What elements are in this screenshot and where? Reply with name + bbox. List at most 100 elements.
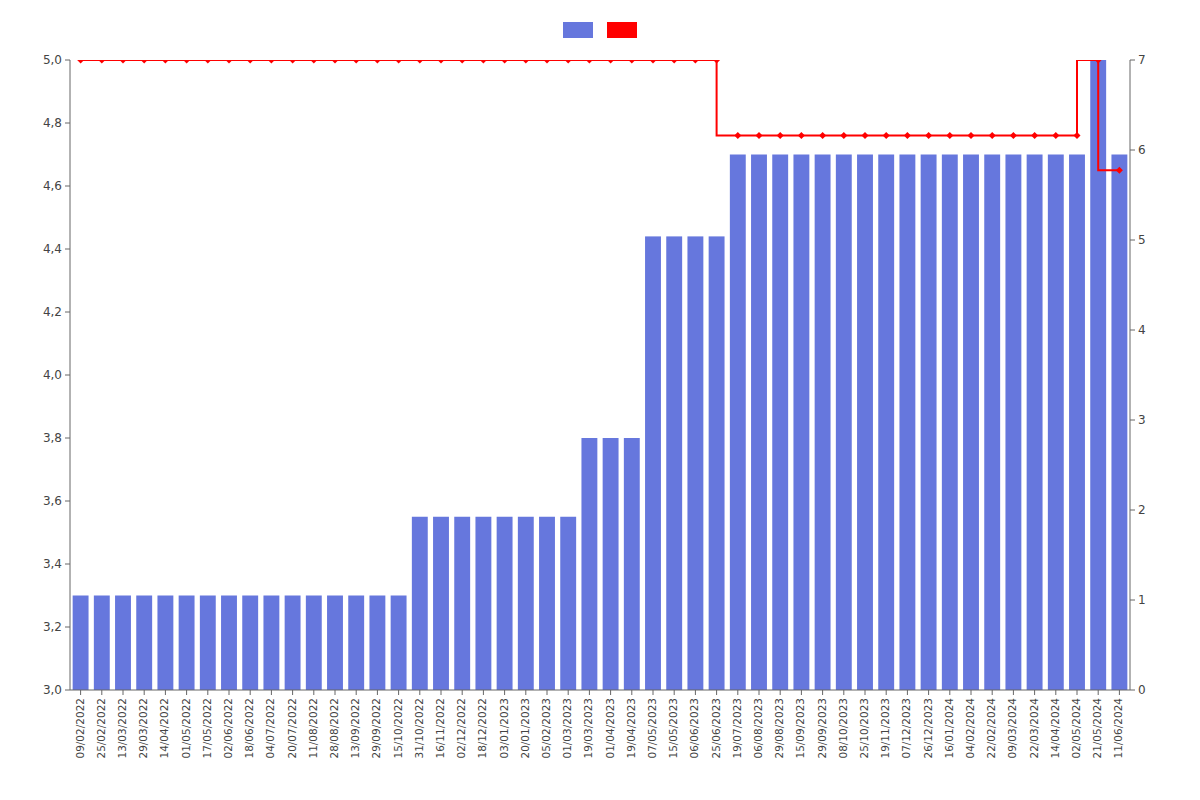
y-tick xyxy=(65,690,70,691)
x-tick-label: 02/12/2022 xyxy=(455,698,467,759)
x-tick xyxy=(886,690,887,695)
y2-axis-line xyxy=(1130,60,1131,690)
y-tick-label: 4,6 xyxy=(43,179,62,193)
x-tick-label: 31/10/2022 xyxy=(413,698,425,759)
x-tick-label: 15/09/2023 xyxy=(794,698,806,759)
x-tick-label: 14/04/2024 xyxy=(1049,698,1061,759)
bar xyxy=(751,155,767,691)
plot-area xyxy=(73,60,1128,690)
x-tick xyxy=(992,690,993,695)
bar xyxy=(857,155,873,691)
x-tick xyxy=(441,690,442,695)
x-tick xyxy=(271,690,272,695)
x-tick-label: 20/07/2022 xyxy=(286,698,298,759)
marker xyxy=(862,132,869,139)
marker xyxy=(798,132,805,139)
marker xyxy=(1095,60,1102,64)
x-tick-label: 14/04/2022 xyxy=(158,698,170,759)
y2-tick xyxy=(1130,420,1135,421)
marker xyxy=(226,60,233,64)
x-tick xyxy=(525,690,526,695)
legend xyxy=(563,22,637,38)
x-tick xyxy=(822,690,823,695)
x-tick-label: 01/05/2022 xyxy=(180,698,192,759)
x-tick-label: 16/11/2022 xyxy=(434,698,446,759)
axes: 3,03,23,43,63,84,04,24,44,64,85,00123456… xyxy=(43,53,1146,759)
x-tick-label: 05/02/2023 xyxy=(540,698,552,759)
x-tick xyxy=(653,690,654,695)
x-tick-label: 03/01/2023 xyxy=(498,698,510,759)
x-tick-label: 04/02/2024 xyxy=(964,698,976,759)
marker xyxy=(777,132,784,139)
bar xyxy=(1005,155,1021,691)
marker xyxy=(1031,132,1038,139)
marker xyxy=(501,60,508,64)
marker xyxy=(374,60,381,64)
y2-tick-label: 3 xyxy=(1138,413,1146,427)
y2-tick xyxy=(1130,330,1135,331)
x-tick xyxy=(589,690,590,695)
bar xyxy=(942,155,958,691)
marker xyxy=(395,60,402,64)
x-tick xyxy=(419,690,420,695)
bar xyxy=(666,236,682,690)
x-tick-label: 01/04/2023 xyxy=(604,698,616,759)
y2-tick-label: 5 xyxy=(1138,233,1146,247)
marker xyxy=(183,60,190,64)
x-tick-label: 02/05/2024 xyxy=(1070,698,1082,759)
x-tick xyxy=(1098,690,1099,695)
chart: 3,03,23,43,63,84,04,24,44,64,85,00123456… xyxy=(0,0,1200,800)
x-tick xyxy=(1077,690,1078,695)
marker xyxy=(968,132,975,139)
bar xyxy=(157,596,173,691)
bar xyxy=(433,517,449,690)
bar xyxy=(221,596,237,691)
x-tick xyxy=(1034,690,1035,695)
x-tick xyxy=(504,690,505,695)
marker xyxy=(438,60,445,64)
marker xyxy=(247,60,254,64)
x-tick xyxy=(250,690,251,695)
x-tick xyxy=(165,690,166,695)
x-tick xyxy=(695,690,696,695)
x-tick-label: 29/03/2022 xyxy=(137,698,149,759)
x-tick-label: 04/07/2022 xyxy=(264,698,276,759)
x-tick xyxy=(907,690,908,695)
marker xyxy=(671,60,678,64)
x-tick-label: 17/05/2022 xyxy=(201,698,213,759)
y2-tick xyxy=(1130,150,1135,151)
x-tick-label: 26/12/2023 xyxy=(922,698,934,759)
y2-tick xyxy=(1130,60,1135,61)
y-tick-label: 4,8 xyxy=(43,116,62,130)
marker xyxy=(946,132,953,139)
x-tick-label: 22/02/2024 xyxy=(985,698,997,759)
bar xyxy=(242,596,258,691)
x-tick xyxy=(759,690,760,695)
x-tick-label: 29/08/2023 xyxy=(773,698,785,759)
y2-tick-label: 7 xyxy=(1138,53,1146,67)
y-tick xyxy=(65,123,70,124)
bar xyxy=(369,596,385,691)
marker xyxy=(883,132,890,139)
bar xyxy=(878,155,894,691)
marker xyxy=(162,60,169,64)
x-tick-label: 19/04/2023 xyxy=(625,698,637,759)
marker xyxy=(650,60,657,64)
y-tick xyxy=(65,186,70,187)
x-tick xyxy=(949,690,950,695)
x-tick-label: 07/05/2023 xyxy=(646,698,658,759)
x-tick-label: 29/09/2023 xyxy=(816,698,828,759)
bar xyxy=(836,155,852,691)
x-tick xyxy=(229,690,230,695)
x-tick xyxy=(801,690,802,695)
marker xyxy=(692,60,699,64)
x-tick-label: 09/02/2022 xyxy=(74,698,86,759)
marker xyxy=(925,132,932,139)
x-tick xyxy=(971,690,972,695)
marker xyxy=(141,60,148,64)
bar xyxy=(136,596,152,691)
x-tick-label: 19/03/2023 xyxy=(582,698,594,759)
marker xyxy=(98,60,105,64)
x-tick xyxy=(292,690,293,695)
bar xyxy=(772,155,788,691)
